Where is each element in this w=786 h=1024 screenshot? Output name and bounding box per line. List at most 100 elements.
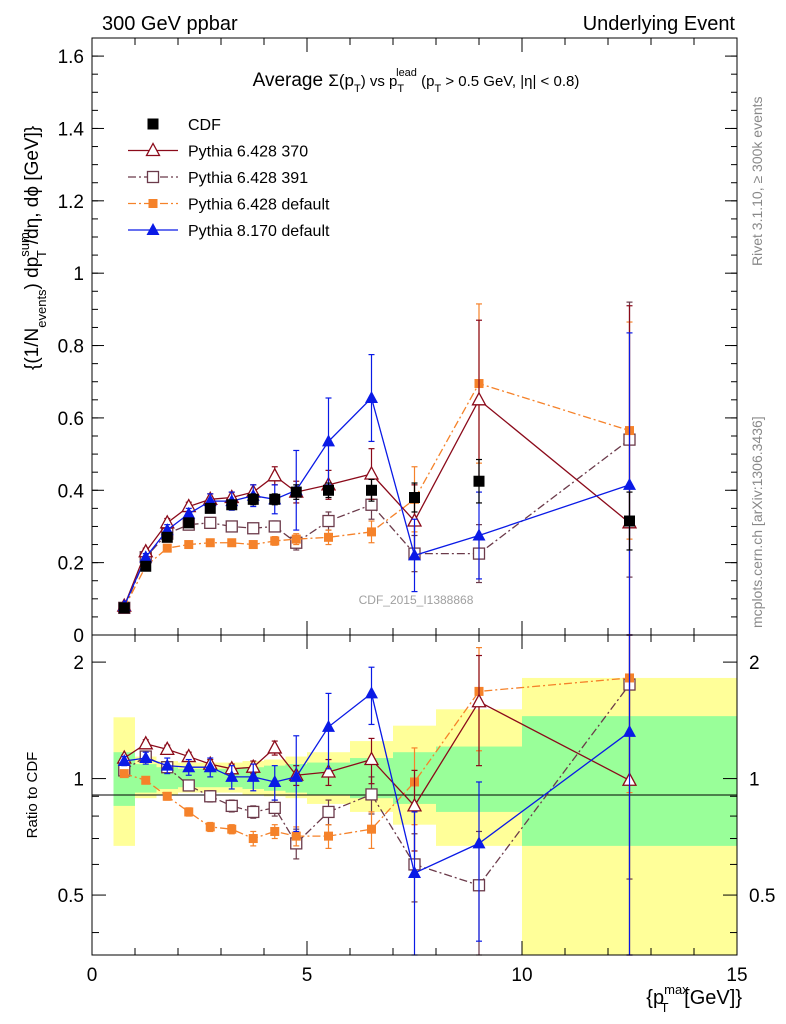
ratio-p8def-marker: [203, 760, 217, 773]
main-ylabel: {(1/Nevents) dpsum T/dη, dϕ [GeV]}: [17, 126, 49, 370]
title-part-d: ) vs p: [361, 73, 398, 90]
mcplots-annotation: mcplots.cern.ch [arXiv:1306.3436]: [749, 416, 765, 628]
ratio-p8def-marker: [268, 774, 282, 787]
ylabel-part-c: ) dp: [22, 257, 43, 290]
ratio-p391-marker: [322, 805, 335, 819]
legend: CDF Pythia 6.428 370 Pythia 6.428 391 Pythi…: [128, 117, 330, 240]
main-y-tick-label: 0.6: [58, 409, 84, 430]
ylabel-part-d: sum: [17, 232, 32, 257]
main-cdf-marker: [140, 560, 152, 572]
legend-p370-marker: [145, 142, 161, 157]
main-y-tick-label: 0.2: [58, 554, 84, 575]
ratio-p8def-marker: [117, 754, 131, 767]
main-p8def-marker: [139, 550, 153, 563]
main-cdf-marker: [161, 531, 173, 543]
ratio-p391-marker: [204, 790, 217, 803]
ratio-y-tick-label: 2: [73, 653, 84, 674]
ratio-p8def-marker: [160, 758, 174, 771]
ratio-p370-marker: [363, 751, 380, 766]
xlabel-part-c: T: [661, 1000, 669, 1015]
ratio-p8def-marker: [322, 719, 335, 732]
main-cdf-marker: [323, 484, 334, 496]
main-p391-marker: [225, 520, 238, 533]
main-p391-marker: [322, 514, 335, 528]
ratio-xlabel: {pmax T [GeV]}: [646, 982, 742, 1015]
main-y-tick-label: 0: [73, 626, 84, 647]
ratio-p6def-marker: [324, 831, 333, 841]
ratio-p370-marker: [138, 735, 154, 750]
ratio-p370-marker: [159, 740, 175, 755]
ratio-ylabel: Ratio to CDF: [24, 752, 41, 839]
main-cdf-marker: [204, 502, 216, 514]
ratio-p6def-marker: [291, 831, 301, 841]
ylabel-part-f: /dη, dϕ [GeV]}: [22, 126, 43, 244]
legend-p6def-label: Pythia 6.428 default: [188, 197, 330, 214]
main-p391-marker: [268, 520, 281, 533]
main-p391-marker: [204, 516, 217, 529]
main-p6def-marker: [270, 536, 280, 546]
xlabel-part-a: {p: [646, 987, 664, 1009]
xlabel-part-d: [GeV]}: [679, 987, 743, 1009]
main-p6def-line: [123, 382, 630, 609]
main-p8def-marker: [623, 477, 636, 490]
ratio-p6def-marker: [184, 807, 194, 817]
ratio-y-tick-label-right: 0.5: [749, 886, 775, 907]
ratio-uncertainty-bands: [113, 677, 737, 955]
green-band-bin: [199, 768, 221, 788]
ratio-y-tick-label: 1: [73, 770, 84, 791]
legend-p391-marker: [146, 170, 160, 184]
ratio-p8def-marker: [365, 686, 378, 699]
ratio-y-tick-label-right: 1: [749, 770, 760, 791]
main-cdf-marker: [366, 484, 377, 496]
ratio-p6def-marker: [205, 822, 215, 832]
ratio-p6def-marker: [162, 791, 172, 801]
main-p6def-marker: [227, 538, 237, 548]
ratio-p8def-marker: [182, 760, 196, 773]
main-p6def-marker: [324, 532, 333, 542]
main-y-tick-label: 1.2: [58, 192, 84, 213]
ratio-p391-marker: [365, 788, 378, 801]
main-p8def-line: [123, 396, 630, 607]
ratio-p370-marker: [267, 739, 283, 754]
main-series-layer: [116, 301, 638, 636]
ratio-p370-marker: [320, 763, 337, 778]
ratio-x-tick-label: 10: [511, 965, 532, 986]
ratio-p391-marker: [225, 799, 238, 813]
ratio-x-tick-label: 0: [87, 965, 98, 986]
ratio-p6def-marker: [270, 826, 280, 836]
main-p6def-marker: [367, 527, 376, 537]
ratio-axis-ticks: 0 5 10 15 0.5 0.5 1 1 2 2: [58, 635, 775, 986]
title-part-g: (p: [417, 73, 435, 90]
ratio-frame: [91, 634, 738, 956]
ratio-p6def-marker: [141, 775, 151, 785]
main-cdf-marker: [473, 475, 485, 487]
legend-cdf-marker: [147, 118, 159, 130]
header-right-label: Underlying Event: [583, 13, 736, 35]
main-p8def-marker: [472, 528, 486, 541]
ratio-p8def-marker: [289, 769, 303, 782]
ratio-p6def-marker: [248, 834, 258, 844]
ylabel-part-e: T: [34, 250, 49, 258]
main-p6def-marker: [248, 540, 258, 550]
main-y-tick-label: 0.8: [58, 337, 84, 358]
ratio-p8def-marker: [139, 751, 153, 764]
main-cdf-marker: [226, 499, 238, 511]
title-part-a: Average: [253, 70, 329, 91]
main-y-tick-label: 1.6: [58, 47, 84, 68]
ratio-p391-marker: [247, 805, 260, 819]
ratio-p391-marker: [182, 779, 195, 792]
main-p6def-marker: [205, 538, 215, 548]
main-p8def-marker: [322, 434, 335, 447]
legend-cdf-label: CDF: [188, 117, 221, 134]
watermark-label: CDF_2015_I1388868: [359, 593, 474, 607]
ratio-p8def-marker: [408, 866, 421, 879]
main-p8def-marker: [365, 391, 378, 404]
legend-p8def-label: Pythia 8.170 default: [188, 223, 330, 240]
main-y-tick-label: 1: [73, 264, 84, 285]
main-y-tick-label: 1.4: [58, 119, 85, 140]
legend-p370-label: Pythia 6.428 370: [188, 144, 308, 161]
main-cdf-marker: [624, 515, 635, 527]
xlabel-part-b: max: [664, 982, 689, 997]
main-p8def-marker: [408, 548, 421, 561]
